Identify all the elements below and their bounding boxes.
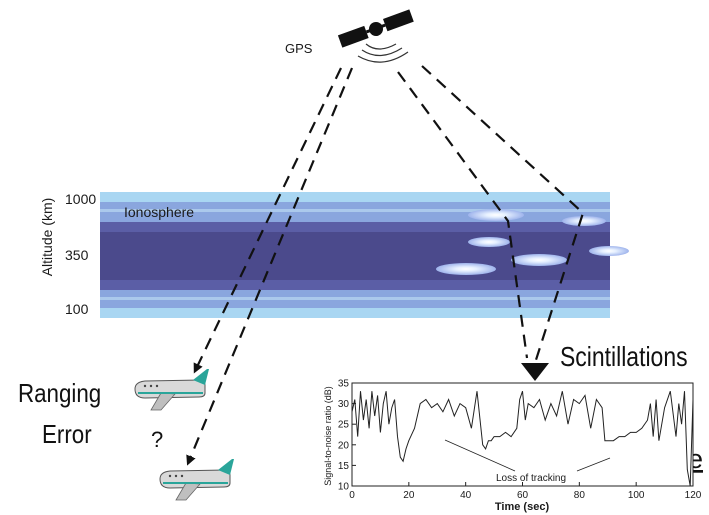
- irregularity-blob: [468, 237, 510, 247]
- satellite-icon: [337, 9, 414, 48]
- chart-x-tick-label: 80: [574, 490, 586, 501]
- chart-y-axis-label: Signal-to-noise ratio (dB): [323, 386, 333, 486]
- altitude-tick-label: 1000: [65, 191, 96, 207]
- loss-of-tracking-annotation: Loss of tracking: [496, 473, 566, 484]
- signal-path-ranging-2: [186, 67, 354, 466]
- chart-y-tick-label: 15: [338, 461, 350, 472]
- ranging-error-label-line2: Error: [42, 420, 92, 449]
- irregularity-blob: [589, 246, 629, 256]
- gps-label: GPS: [285, 41, 313, 56]
- chart-y-tick-label: 30: [338, 399, 350, 410]
- chart-y-tick-label: 10: [338, 482, 350, 493]
- chart-x-tick-label: 60: [517, 490, 529, 501]
- scintillations-label: Scintillations: [560, 342, 688, 373]
- irregularity-blob: [436, 263, 496, 275]
- altitude-axis-label: Altitude (km): [39, 198, 55, 277]
- chart-y-tick-label: 25: [338, 420, 350, 431]
- chart-x-tick-label: 100: [628, 490, 645, 501]
- irregularity-blob: [511, 254, 567, 266]
- ionospheric-irregularities: [436, 209, 629, 275]
- airplane-icon: [159, 459, 234, 501]
- altitude-tick-label: 350: [65, 247, 89, 263]
- irregularity-blob: [468, 209, 524, 221]
- chart-plot-area: [351, 382, 694, 487]
- chart-x-tick-label: 40: [460, 490, 472, 501]
- signal-path-scint-1: [397, 71, 529, 359]
- chart-x-axis-label: Time (sec): [495, 501, 550, 513]
- snr-series-line: [351, 391, 694, 487]
- altitude-tick-label: 100: [65, 301, 89, 317]
- airplane-icon: [134, 369, 209, 411]
- ranging-error-label-line1: Ranging: [18, 379, 101, 408]
- chart-y-tick-label: 35: [338, 379, 350, 390]
- question-mark: ?: [151, 427, 163, 452]
- chart-x-tick-label: 120: [685, 490, 702, 501]
- chart-x-tick-label: 0: [349, 490, 355, 501]
- signal-path-ranging-1: [193, 67, 342, 374]
- signal-paths: [186, 65, 585, 466]
- irregularity-blob: [562, 216, 606, 226]
- chart-x-tick-label: 20: [403, 490, 415, 501]
- chart-y-tick-label: 20: [338, 440, 350, 451]
- signal-waves-icon: [357, 43, 409, 63]
- signal-path-scint-2: [421, 65, 585, 364]
- ionosphere-label: Ionosphere: [124, 204, 194, 220]
- scintillation-arrowhead: [521, 363, 549, 381]
- snr-chart: 10 15 20 25 30 35 0 20 40 60 80 100 120 Loss of tra…: [323, 379, 702, 514]
- annotation-arrows: [444, 439, 611, 472]
